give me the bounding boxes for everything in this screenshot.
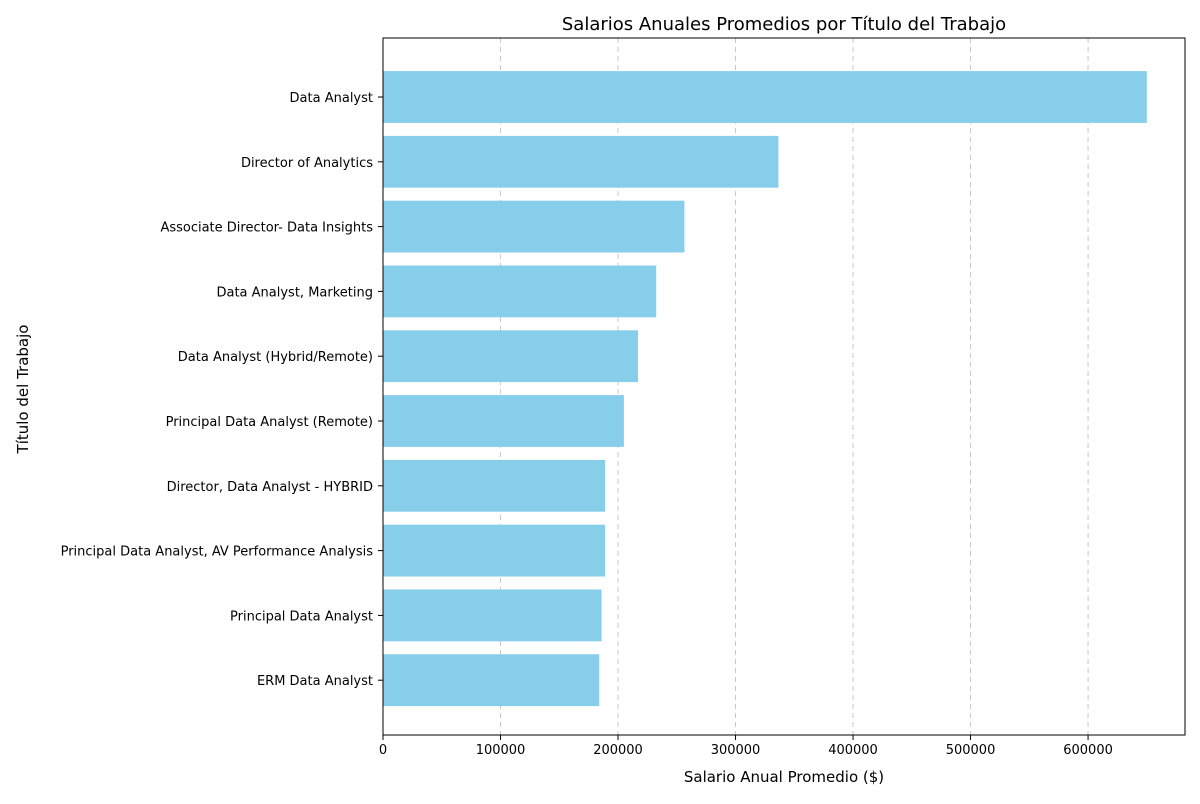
x-tick-label: 0: [379, 743, 387, 758]
y-tick-label: Associate Director- Data Insights: [160, 221, 373, 236]
x-tick-label: 100000: [476, 743, 526, 758]
y-tick-label: Data Analyst, Marketing: [216, 285, 373, 300]
bar: [383, 330, 638, 383]
x-tick-label: 600000: [1063, 743, 1113, 758]
y-tick-label: Data Analyst: [290, 91, 373, 106]
x-tick-label: 400000: [828, 743, 878, 758]
x-axis-label: Salario Anual Promedio ($): [684, 768, 884, 786]
bar: [383, 524, 606, 577]
y-tick-label: Data Analyst (Hybrid/Remote): [178, 350, 373, 365]
bar: [383, 265, 657, 318]
bar: [383, 589, 602, 642]
y-tick-label: Principal Data Analyst (Remote): [166, 415, 373, 430]
bar: [383, 654, 600, 707]
y-tick-label: Principal Data Analyst: [230, 609, 373, 624]
bar: [383, 200, 685, 253]
x-tick-label: 500000: [946, 743, 996, 758]
y-axis-ticks: Data Analyst Director of Analytics Associa…: [61, 91, 383, 689]
y-tick-label: ERM Data Analyst: [257, 674, 373, 689]
bars: [383, 71, 1147, 707]
y-tick-label: Principal Data Analyst, AV Performance A…: [61, 545, 374, 560]
bar: [383, 459, 606, 512]
x-tick-label: 200000: [593, 743, 643, 758]
y-tick-label: Director of Analytics: [241, 156, 373, 171]
bar: [383, 135, 779, 188]
x-tick-label: 300000: [711, 743, 761, 758]
x-axis-ticks: 0 100000 200000 300000 400000 500000 600000: [379, 735, 1113, 758]
plot-frame: [382, 37, 1186, 736]
y-axis-label: Título del Trabajo: [14, 325, 32, 455]
bar: [383, 395, 624, 447]
y-tick-label: Director, Data Analyst - HYBRID: [167, 480, 373, 495]
chart-title: Salarios Anuales Promedios por Título de…: [562, 14, 1006, 35]
bar: [383, 71, 1147, 123]
